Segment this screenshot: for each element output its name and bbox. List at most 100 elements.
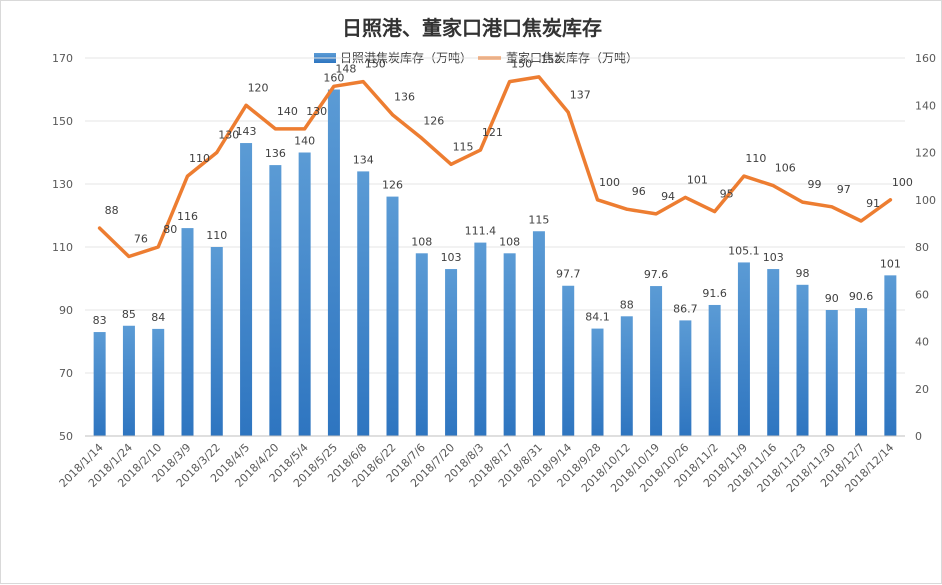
line-label-18: 96 [632, 185, 646, 198]
line-point-15 [537, 75, 541, 79]
line-point-9 [361, 80, 365, 84]
bar-23 [767, 269, 780, 436]
bar-label-13: 111.4 [465, 225, 497, 238]
line-label-5: 120 [248, 81, 269, 94]
bar-7 [298, 152, 311, 436]
bar-6 [269, 165, 282, 436]
line-label-3: 110 [189, 152, 210, 165]
line-point-24 [801, 200, 804, 204]
line-point-4 [215, 151, 219, 154]
bar-8 [327, 89, 340, 436]
line-point-20 [683, 195, 687, 199]
bar-19 [650, 286, 663, 436]
bar-14 [503, 253, 516, 436]
bar-25 [825, 310, 838, 436]
line-point-13 [478, 148, 482, 152]
y-left-tick-6: 170 [52, 52, 73, 65]
bar-label-1: 85 [122, 308, 136, 321]
bar-label-19: 97.6 [644, 268, 669, 281]
line-label-7: 130 [306, 105, 327, 118]
bar-17 [591, 328, 604, 436]
line-label-22: 110 [745, 152, 766, 165]
line-label-14: 150 [511, 58, 532, 71]
bar-5 [240, 143, 253, 437]
bar-22 [737, 262, 750, 436]
y-left-tick-2: 90 [59, 304, 73, 317]
line-point-7 [303, 127, 307, 131]
line-label-10: 136 [394, 91, 415, 104]
line-point-19 [654, 212, 658, 216]
line-label-21: 95 [720, 188, 734, 201]
bar-13 [474, 242, 487, 436]
bar-1 [122, 325, 135, 436]
line-point-27 [888, 198, 892, 202]
y-left-tick-1: 70 [59, 367, 73, 380]
line-label-11: 126 [423, 114, 444, 127]
bar-series [93, 89, 897, 437]
line-label-1: 76 [134, 232, 148, 245]
bar-label-14: 108 [499, 235, 520, 248]
bar-label-11: 108 [411, 235, 432, 248]
bar-label-7: 140 [294, 135, 315, 148]
bar-26 [855, 308, 868, 436]
bar-label-16: 97.7 [556, 268, 581, 281]
line-point-17 [596, 198, 599, 202]
line-label-0: 88 [105, 204, 119, 217]
line-point-5 [244, 103, 248, 107]
bar-12 [445, 269, 458, 436]
bar-label-24: 98 [796, 267, 810, 280]
line-label-2: 80 [163, 223, 177, 236]
y-right-tick-6: 120 [915, 147, 936, 160]
y-right-tick-7: 140 [915, 99, 936, 112]
line-label-25: 97 [837, 183, 851, 196]
bar-label-17: 84.1 [585, 311, 610, 324]
y-right-tick-5: 100 [915, 194, 936, 207]
line-point-2 [156, 245, 160, 249]
bar-10 [386, 196, 399, 436]
line-point-14 [508, 80, 512, 84]
bar-label-26: 90.6 [849, 290, 874, 303]
bar-label-20: 86.7 [673, 302, 698, 315]
line-point-12 [449, 162, 453, 166]
bar-11 [415, 253, 428, 436]
y-left-tick-4: 130 [52, 178, 73, 191]
line-label-20: 101 [687, 173, 708, 186]
bar-label-15: 115 [528, 213, 549, 226]
line-label-24: 99 [808, 178, 822, 191]
line-series [97, 75, 893, 259]
line-point-10 [391, 113, 394, 117]
y-right-tick-8: 160 [915, 52, 936, 65]
line-point-8 [332, 84, 336, 88]
line-label-17: 100 [599, 176, 620, 189]
bar-label-2: 84 [151, 311, 165, 324]
bar-label-21: 91.6 [702, 287, 727, 300]
bar-21 [708, 304, 721, 436]
bar-label-18: 88 [620, 298, 634, 311]
line-label-13: 121 [482, 126, 503, 139]
bar-label-4: 110 [206, 229, 227, 242]
bar-20 [679, 320, 692, 436]
bar-label-8: 160 [323, 72, 344, 85]
bar-4 [210, 247, 223, 436]
y-right-tick-3: 60 [915, 288, 929, 301]
bar-3 [181, 228, 194, 436]
y-axis-right: 0 20 40 60 80 100 120 140 160 [915, 52, 936, 443]
bar-0 [93, 332, 106, 436]
line-point-18 [625, 207, 629, 211]
line-path [97, 75, 893, 259]
line-label-23: 106 [775, 162, 796, 175]
bar-label-22: 105.1 [728, 244, 760, 257]
bar-27 [884, 275, 897, 436]
line-label-16: 137 [570, 88, 591, 101]
bar-label-10: 126 [382, 179, 403, 192]
bar-24 [796, 284, 809, 436]
bar-15 [532, 231, 545, 436]
line-label-26: 91 [866, 197, 880, 210]
line-point-22 [742, 174, 746, 178]
bar-label-9: 134 [353, 153, 374, 166]
line-point-26 [859, 219, 863, 223]
bar-label-27: 101 [880, 257, 901, 270]
bar-18 [620, 316, 633, 436]
line-point-6 [273, 127, 277, 131]
y-right-tick-0: 0 [915, 430, 922, 443]
